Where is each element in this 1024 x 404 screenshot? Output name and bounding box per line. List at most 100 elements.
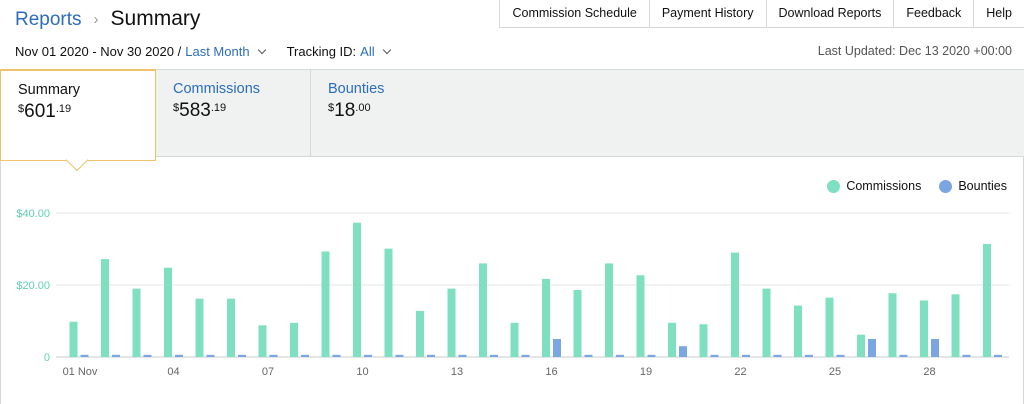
bounties-bar[interactable] (868, 339, 876, 357)
bounties-bar[interactable] (742, 354, 750, 357)
bounties-bar[interactable] (679, 346, 687, 357)
commissions-bar[interactable] (69, 321, 78, 357)
commissions-bar[interactable] (888, 293, 897, 357)
bounties-bar[interactable] (553, 339, 561, 357)
commissions-bar[interactable] (101, 259, 109, 357)
amount-whole: 583 (179, 100, 211, 121)
legend-commissions-dot-icon (827, 179, 841, 193)
nav-commission-schedule[interactable]: Commission Schedule (500, 0, 650, 27)
tab-summary-label: Summary (18, 82, 81, 98)
commissions-bar[interactable] (542, 278, 550, 357)
chevron-down-icon[interactable] (382, 45, 391, 54)
bounties-bar[interactable] (175, 354, 183, 357)
chart-legend: Commissions Bounties (809, 179, 1007, 193)
commissions-bar[interactable] (164, 267, 172, 357)
legend-bounties-dot-icon (939, 179, 953, 193)
commissions-bar[interactable] (447, 288, 456, 357)
x-tick-label: 07 (262, 366, 274, 378)
bounties-bar[interactable] (710, 354, 719, 357)
nav-feedback[interactable]: Feedback (894, 0, 975, 27)
breadcrumb-separator-icon: › (93, 11, 99, 28)
commissions-bar[interactable] (573, 290, 582, 357)
commissions-bar[interactable] (762, 288, 771, 357)
page-title: Summary (110, 7, 201, 30)
tab-commissions[interactable]: Commissions $583.19 (156, 70, 311, 156)
commissions-bar[interactable] (605, 263, 613, 357)
commissions-bar[interactable] (258, 325, 267, 357)
bounties-bar[interactable] (112, 354, 120, 357)
commissions-bar[interactable] (794, 305, 802, 357)
commissions-bar[interactable] (825, 297, 834, 357)
commissions-bar[interactable] (321, 251, 330, 357)
commissions-bar[interactable] (479, 263, 487, 357)
commissions-bar[interactable] (384, 248, 393, 357)
nav-download-reports[interactable]: Download Reports (767, 0, 895, 27)
bounties-bar[interactable] (836, 354, 845, 357)
bounties-bar[interactable] (332, 354, 341, 357)
last-updated-text: Last Updated: Dec 13 2020 +00:00 (817, 44, 1012, 58)
commissions-bar[interactable] (227, 298, 235, 357)
x-tick-label: 04 (167, 366, 179, 378)
breadcrumb-reports-link[interactable]: Reports (15, 9, 82, 30)
commissions-bar[interactable] (636, 275, 645, 357)
bounties-bar[interactable] (994, 354, 1002, 357)
commissions-bar[interactable] (290, 322, 298, 357)
bounties-bar[interactable] (143, 354, 152, 357)
legend-commissions[interactable]: Commissions (827, 179, 921, 193)
x-tick-label: 01 Nov (63, 366, 98, 378)
commissions-bar[interactable] (920, 300, 928, 357)
bounties-bar[interactable] (521, 354, 530, 357)
commissions-bar[interactable] (668, 322, 676, 357)
commissions-bar[interactable] (951, 294, 960, 357)
x-tick-label: 10 (356, 366, 368, 378)
commissions-bar[interactable] (132, 288, 141, 357)
bounties-bar[interactable] (80, 354, 89, 357)
bounties-bar[interactable] (647, 354, 656, 357)
bounties-amount: $18.00 (328, 100, 471, 122)
commissions-bar[interactable] (353, 222, 361, 357)
commissions-bar[interactable] (416, 310, 424, 357)
commissions-bar[interactable] (510, 322, 519, 357)
commissions-bar[interactable] (195, 298, 204, 357)
commissions-bar[interactable] (731, 252, 739, 357)
x-tick-label: 19 (640, 366, 652, 378)
filter-bar: Nov 01 2020 - Nov 30 2020 / Last Month T… (15, 44, 391, 59)
amount-cents: .19 (55, 103, 72, 115)
nav-payment-history[interactable]: Payment History (650, 0, 767, 27)
summary-tabs: Summary $601.19 Commissions $583.19 Boun… (0, 69, 1024, 161)
bounties-bar[interactable] (584, 354, 593, 357)
tracking-id-dropdown[interactable]: All (360, 44, 375, 59)
commissions-bar[interactable] (699, 324, 708, 357)
bounties-bar[interactable] (206, 354, 215, 357)
x-tick-label: 22 (734, 366, 746, 378)
period-dropdown[interactable]: Last Month (185, 44, 250, 59)
bounties-bar[interactable] (805, 354, 813, 357)
legend-bounties[interactable]: Bounties (939, 179, 1007, 193)
commissions-bar[interactable] (857, 334, 865, 357)
bounties-bar[interactable] (962, 354, 971, 357)
y-tick-label: $20.00 (16, 280, 50, 292)
bounties-bar[interactable] (301, 354, 309, 357)
y-tick-label: 0 (44, 352, 50, 364)
legend-bounties-label: Bounties (958, 179, 1007, 193)
bounties-bar[interactable] (899, 354, 908, 357)
bounties-bar[interactable] (458, 354, 467, 357)
x-tick-label: 16 (545, 366, 557, 378)
tab-bounties[interactable]: Bounties $18.00 (311, 70, 471, 156)
bounties-bar[interactable] (931, 339, 939, 357)
bounties-bar[interactable] (364, 354, 372, 357)
tab-summary[interactable]: Summary $601.19 (0, 69, 156, 161)
bounties-bar[interactable] (395, 354, 404, 357)
commissions-bar[interactable] (983, 243, 991, 357)
bounties-bar[interactable] (238, 354, 246, 357)
breadcrumb: Reports › Summary (15, 7, 200, 31)
chevron-down-icon[interactable] (257, 45, 266, 54)
commissions-amount: $583.19 (173, 100, 310, 122)
nav-help[interactable]: Help (986, 6, 1012, 20)
bounties-bar[interactable] (427, 354, 435, 357)
bounties-bar[interactable] (773, 354, 782, 357)
bounties-bar[interactable] (269, 354, 278, 357)
bounties-bar[interactable] (490, 354, 498, 357)
currency-symbol: $ (173, 102, 180, 114)
bounties-bar[interactable] (616, 354, 624, 357)
